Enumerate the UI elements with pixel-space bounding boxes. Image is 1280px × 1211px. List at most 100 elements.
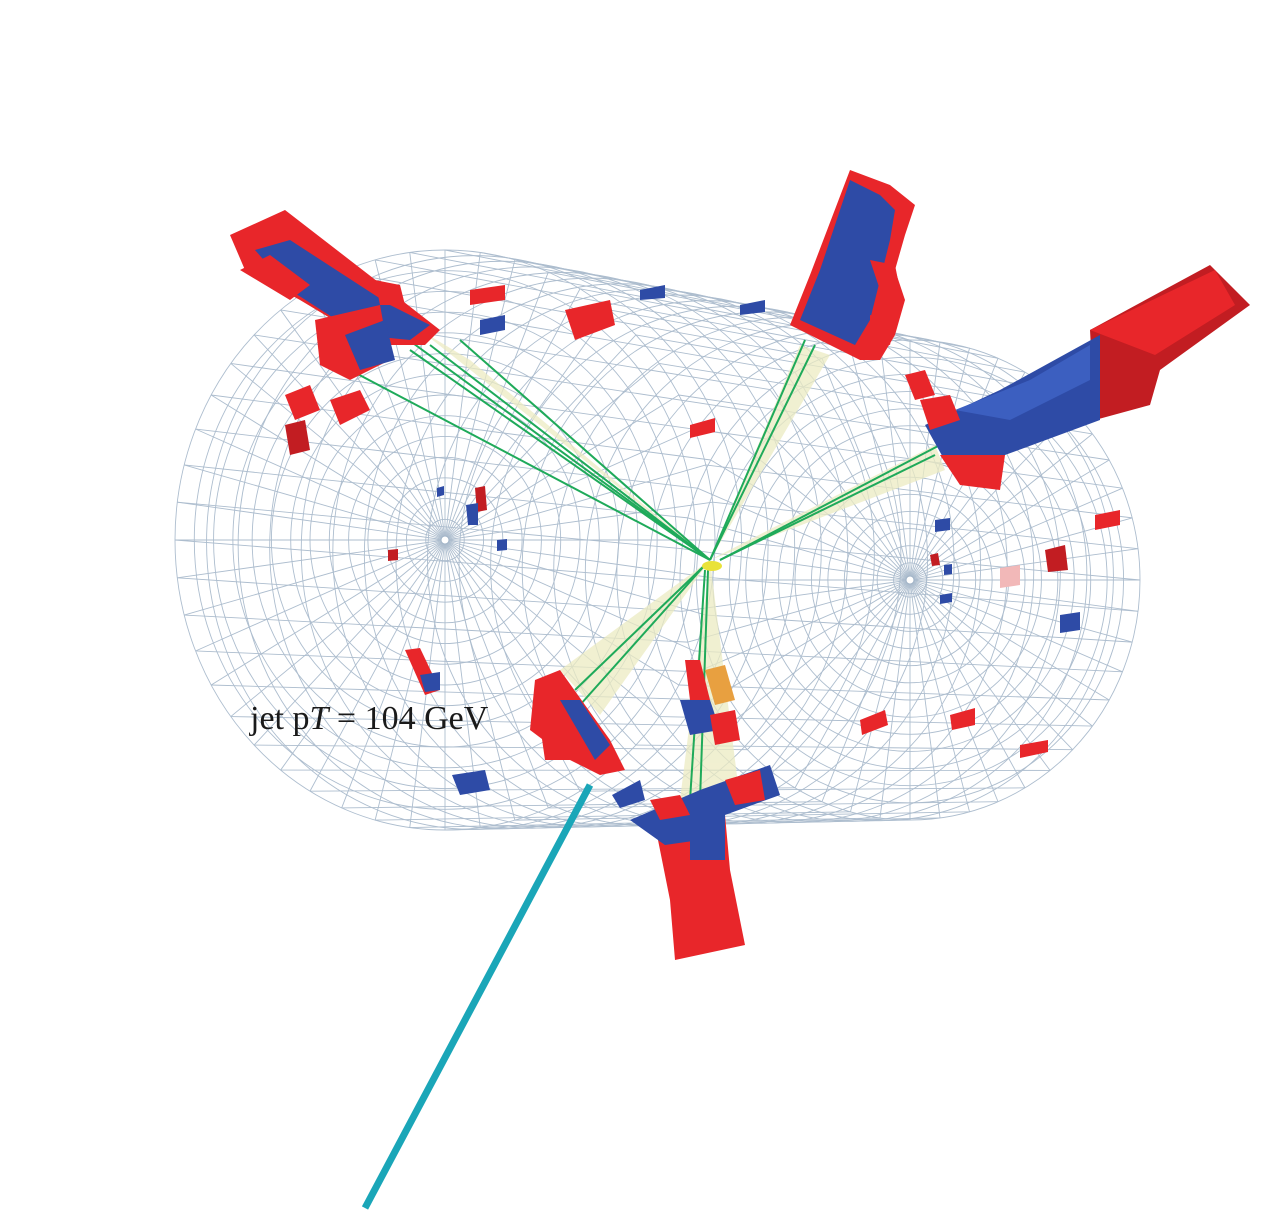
jet-track <box>409 349 711 561</box>
mesh-line <box>444 394 680 541</box>
calorimeter-tower <box>705 665 735 705</box>
jet-track <box>459 339 711 561</box>
mesh-line <box>879 579 911 819</box>
mesh-line <box>681 579 911 612</box>
jet-track <box>719 444 941 561</box>
mesh-line <box>879 341 911 581</box>
calorimeter-tower <box>905 370 935 400</box>
mesh-line <box>309 539 446 792</box>
calorimeter-tower <box>935 518 950 532</box>
mesh-line <box>909 579 1133 643</box>
jet-cone <box>560 560 710 715</box>
mesh-line <box>444 428 695 541</box>
calorimeter-tower <box>388 549 398 561</box>
jet-cone <box>420 330 710 560</box>
mesh-line <box>444 288 581 541</box>
primary-vertex <box>702 561 722 571</box>
mesh-line <box>363 283 875 827</box>
mesh-line <box>177 539 446 579</box>
jet-track <box>349 369 711 561</box>
calorimeter-tower <box>285 385 320 420</box>
calorimeter-tower <box>1095 510 1120 530</box>
mesh-line <box>909 459 1110 581</box>
mesh-line <box>341 539 446 809</box>
calorimeter-tower <box>690 418 715 438</box>
mesh-line <box>490 305 982 825</box>
mesh-line <box>444 539 713 579</box>
jet-track <box>709 344 816 561</box>
calorimeter-tower <box>437 486 444 497</box>
calorimeter-tower <box>612 780 645 808</box>
mesh-line <box>409 252 446 541</box>
calorimeter-tower <box>480 315 505 335</box>
calorimeter-tower <box>466 503 478 525</box>
mesh-line <box>210 394 446 541</box>
mesh-line <box>300 272 822 828</box>
calorimeter-tower <box>944 564 952 575</box>
mesh-line <box>909 433 1093 581</box>
calorimeter-tower <box>680 700 720 735</box>
calorimeter-tower <box>740 300 765 315</box>
mesh-line <box>444 464 706 541</box>
mesh-line <box>909 579 941 819</box>
mesh-line <box>909 487 1123 581</box>
mesh-line <box>444 309 610 541</box>
calorimeter-tower <box>540 725 570 760</box>
mesh-line <box>909 579 1093 727</box>
mesh-line <box>184 539 446 616</box>
calorimeter-tower <box>955 345 1090 420</box>
mesh-line <box>444 271 549 541</box>
mesh-line <box>195 428 446 541</box>
mesh-line <box>444 539 637 746</box>
calorimeter-tower <box>920 395 960 430</box>
calorimeter-tower <box>285 420 310 455</box>
calorimeter-tower <box>725 770 765 805</box>
calorimeter-tower <box>345 320 395 370</box>
jet-track <box>579 564 706 706</box>
calorimeter-tower <box>1060 612 1080 633</box>
calorimeter-towers <box>230 170 1250 960</box>
calorimeter-tower <box>870 260 900 290</box>
mesh-line <box>909 548 1139 581</box>
mesh-line <box>230 363 446 541</box>
calorimeter-tower <box>560 700 610 760</box>
calorimeter-tower <box>420 672 440 692</box>
beam-axis-left <box>440 535 450 545</box>
mesh-line <box>909 579 1026 789</box>
mesh-line <box>444 539 549 809</box>
jet-cone <box>710 345 830 560</box>
calorimeter-tower <box>1045 545 1068 572</box>
jet-label-variable: T <box>309 700 329 737</box>
mesh-line <box>850 579 911 812</box>
mesh-line <box>794 371 911 581</box>
mesh-line <box>237 260 769 830</box>
mesh-line <box>177 501 446 541</box>
calorimeter-tower <box>1090 270 1235 355</box>
mesh-line <box>280 309 446 541</box>
mesh-line <box>909 579 1073 751</box>
mesh-line <box>269 266 796 829</box>
mesh-line <box>710 579 911 701</box>
calorimeter-tower <box>940 593 952 604</box>
calorimeter-tower <box>950 708 975 730</box>
mesh-line <box>332 277 849 828</box>
mesh-line <box>769 579 911 771</box>
calorimeter-tower <box>640 285 665 300</box>
mesh-line <box>681 548 911 581</box>
mesh-line <box>909 579 999 802</box>
mesh-line <box>206 255 743 830</box>
mesh-line <box>374 539 446 821</box>
calorimeter-tower <box>940 455 1005 490</box>
jet-track <box>429 344 711 561</box>
mesh-line <box>253 539 446 746</box>
mesh-line <box>444 539 660 717</box>
calorimeter-tower <box>690 810 725 860</box>
calorimeter-tower <box>375 280 405 305</box>
calorimeter-tower <box>710 710 740 745</box>
calorimeter-tower <box>870 315 895 345</box>
mesh-line <box>909 579 1139 612</box>
calorimeter-tower <box>452 770 490 795</box>
calorimeter-tower <box>860 710 888 735</box>
muon-track <box>361 783 594 1210</box>
